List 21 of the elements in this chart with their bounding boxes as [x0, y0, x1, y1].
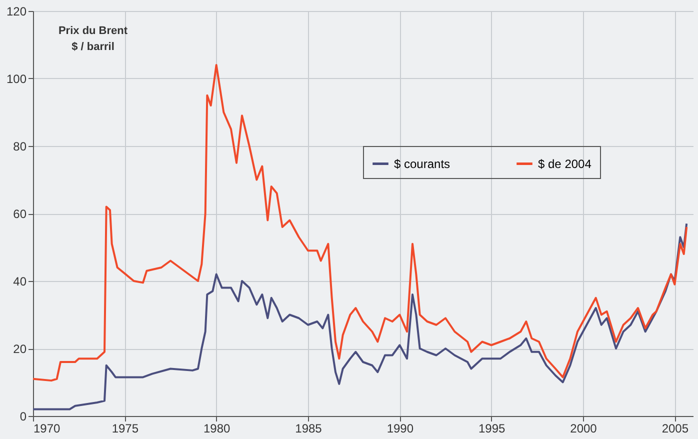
- line-series: [32, 64, 688, 382]
- y-tick-label: 80: [13, 140, 27, 154]
- text: Prix du Brent: [58, 25, 128, 37]
- y-tick-label: 120: [6, 4, 27, 18]
- y-tick-label: 100: [6, 72, 27, 86]
- x-tick-label: 1990: [386, 422, 414, 436]
- x-tick-label: 2000: [570, 422, 598, 436]
- y-tick-label: 0: [20, 410, 27, 424]
- legend-label: $ de 2004: [538, 156, 592, 171]
- x-tick-label: 1995: [478, 422, 506, 436]
- y-tick-label: 60: [13, 207, 27, 221]
- x-tick-label: 1970: [34, 422, 61, 436]
- legend-label: $ courants: [394, 156, 450, 171]
- y-tick-label: 20: [13, 342, 27, 356]
- x-tick-label: 2005: [662, 422, 689, 436]
- x-tick-label: 1985: [295, 422, 322, 436]
- line-series: [32, 222, 688, 410]
- x-tick-label: 1975: [112, 422, 139, 436]
- y-tick-label: 40: [13, 274, 27, 288]
- x-tick-label: 1980: [203, 422, 231, 436]
- text: $ / barril: [72, 41, 114, 53]
